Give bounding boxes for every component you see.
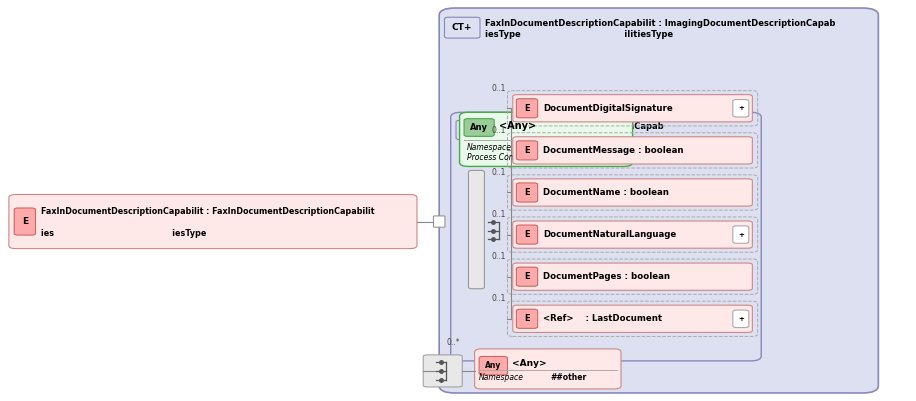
Text: CT: CT [466, 126, 478, 134]
FancyBboxPatch shape [423, 355, 463, 387]
FancyBboxPatch shape [513, 179, 752, 206]
Text: DocumentName : boolean: DocumentName : boolean [543, 188, 669, 197]
Text: 0..1: 0..1 [492, 168, 506, 177]
Text: E: E [524, 104, 529, 113]
FancyBboxPatch shape [464, 119, 494, 136]
Text: 0..1: 0..1 [492, 126, 506, 135]
FancyBboxPatch shape [479, 356, 507, 375]
Text: DocumentMessage : boolean: DocumentMessage : boolean [543, 146, 683, 155]
Text: +: + [738, 316, 744, 322]
Text: E: E [524, 314, 529, 323]
Text: FaxInDocumentDescriptionCapabilit : FaxInDocumentDescriptionCapabilit: FaxInDocumentDescriptionCapabilit : FaxI… [41, 207, 375, 216]
FancyBboxPatch shape [456, 120, 488, 140]
Text: Any: Any [470, 123, 488, 132]
FancyBboxPatch shape [513, 95, 752, 122]
FancyBboxPatch shape [513, 221, 752, 248]
Text: E: E [524, 272, 529, 281]
FancyBboxPatch shape [474, 349, 621, 389]
FancyBboxPatch shape [444, 17, 480, 38]
Text: DocumentPages : boolean: DocumentPages : boolean [543, 272, 670, 281]
Text: +: + [738, 105, 744, 111]
FancyBboxPatch shape [517, 225, 538, 244]
FancyBboxPatch shape [517, 141, 538, 160]
Text: CT+: CT+ [452, 23, 473, 32]
Text: 0..1: 0..1 [492, 252, 506, 261]
Text: Namespace: Namespace [479, 373, 524, 382]
Text: ##other: ##other [564, 143, 601, 152]
Text: 0..*: 0..* [446, 338, 460, 347]
Text: 0..1: 0..1 [492, 294, 506, 303]
Text: Namespace: Namespace [466, 143, 512, 152]
FancyBboxPatch shape [517, 309, 538, 328]
Text: iesType                                    ilitiesType: iesType ilitiesType [485, 30, 673, 38]
FancyBboxPatch shape [460, 112, 633, 166]
Text: +: + [738, 232, 744, 237]
Text: E: E [524, 188, 529, 197]
Text: <Any>: <Any> [499, 121, 537, 130]
FancyBboxPatch shape [439, 8, 878, 393]
FancyBboxPatch shape [14, 208, 36, 235]
FancyBboxPatch shape [513, 263, 752, 290]
Text: ilitiesType: ilitiesType [494, 133, 542, 142]
Text: FaxInDocumentDescriptionCapabilit : ImagingDocumentDescriptionCapab: FaxInDocumentDescriptionCapabilit : Imag… [485, 19, 835, 28]
Text: ies                                           iesType: ies iesType [41, 229, 206, 238]
Text: 0..1: 0..1 [492, 84, 506, 93]
FancyBboxPatch shape [733, 310, 748, 328]
FancyBboxPatch shape [433, 216, 445, 227]
Text: <Ref>    : LastDocument: <Ref> : LastDocument [543, 314, 662, 323]
Text: E: E [524, 146, 529, 155]
Text: DocumentDigitalSignature: DocumentDigitalSignature [543, 104, 672, 113]
FancyBboxPatch shape [517, 99, 538, 118]
FancyBboxPatch shape [9, 194, 417, 249]
FancyBboxPatch shape [513, 137, 752, 164]
Text: Lax: Lax [564, 153, 579, 162]
Text: <Any>: <Any> [512, 359, 547, 368]
Text: 0..1: 0..1 [492, 210, 506, 219]
Text: E: E [524, 230, 529, 239]
FancyBboxPatch shape [517, 183, 538, 202]
FancyBboxPatch shape [513, 305, 752, 332]
Text: DocumentNaturalLanguage: DocumentNaturalLanguage [543, 230, 676, 239]
FancyBboxPatch shape [451, 112, 761, 361]
Text: ImagingDocumentDescriptionCapab: ImagingDocumentDescriptionCapab [494, 122, 664, 131]
FancyBboxPatch shape [517, 267, 538, 286]
Text: Process Contents: Process Contents [466, 153, 533, 162]
Text: E: E [22, 217, 27, 226]
FancyBboxPatch shape [468, 170, 485, 289]
FancyBboxPatch shape [733, 99, 748, 117]
FancyBboxPatch shape [733, 226, 748, 243]
Text: ##other: ##other [551, 373, 586, 382]
Text: Any: Any [485, 361, 501, 370]
